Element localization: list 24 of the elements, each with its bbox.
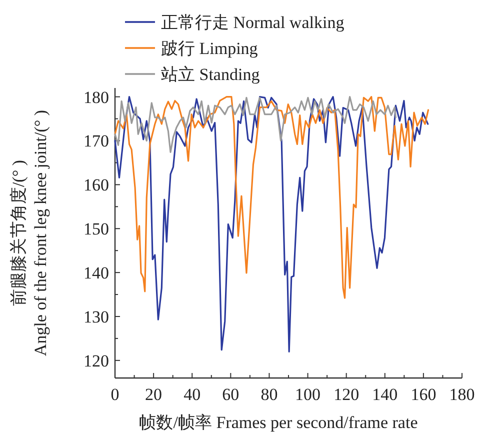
legend-label: 站立 Standing xyxy=(161,65,260,84)
x-tick-label: 20 xyxy=(145,385,162,404)
x-tick-label: 60 xyxy=(222,385,240,404)
y-tick-label: 170 xyxy=(84,132,109,151)
y-tick-label: 160 xyxy=(84,176,109,195)
x-tick-label: 80 xyxy=(260,385,278,404)
y-axis-title: 前腿膝关节角度/(° ) Angle of the front leg knee joint/(° ) xyxy=(9,110,50,356)
x-tick-label: 140 xyxy=(372,385,398,404)
y-tick-label: 130 xyxy=(84,307,109,326)
x-tick-label: 120 xyxy=(334,385,360,404)
y-tick-label: 180 xyxy=(84,88,109,107)
legend-label: 跛行 Limping xyxy=(161,39,258,58)
x-tick-label: 100 xyxy=(295,385,321,404)
y-tick-label: 120 xyxy=(84,351,109,370)
y-tick-label: 140 xyxy=(84,264,109,283)
x-tick-label: 0 xyxy=(110,385,120,404)
line-series xyxy=(114,96,396,153)
y-tick-label: 150 xyxy=(84,220,109,239)
line-series xyxy=(114,96,430,299)
x-tick-label: 40 xyxy=(184,385,201,404)
x-tick-label: 180 xyxy=(449,385,475,404)
legend-label: 正常行走 Normal walking xyxy=(161,13,345,32)
x-tick-label: 160 xyxy=(410,385,436,404)
x-axis-title: 帧数/帧率 Frames per second/frame rate xyxy=(139,413,418,432)
